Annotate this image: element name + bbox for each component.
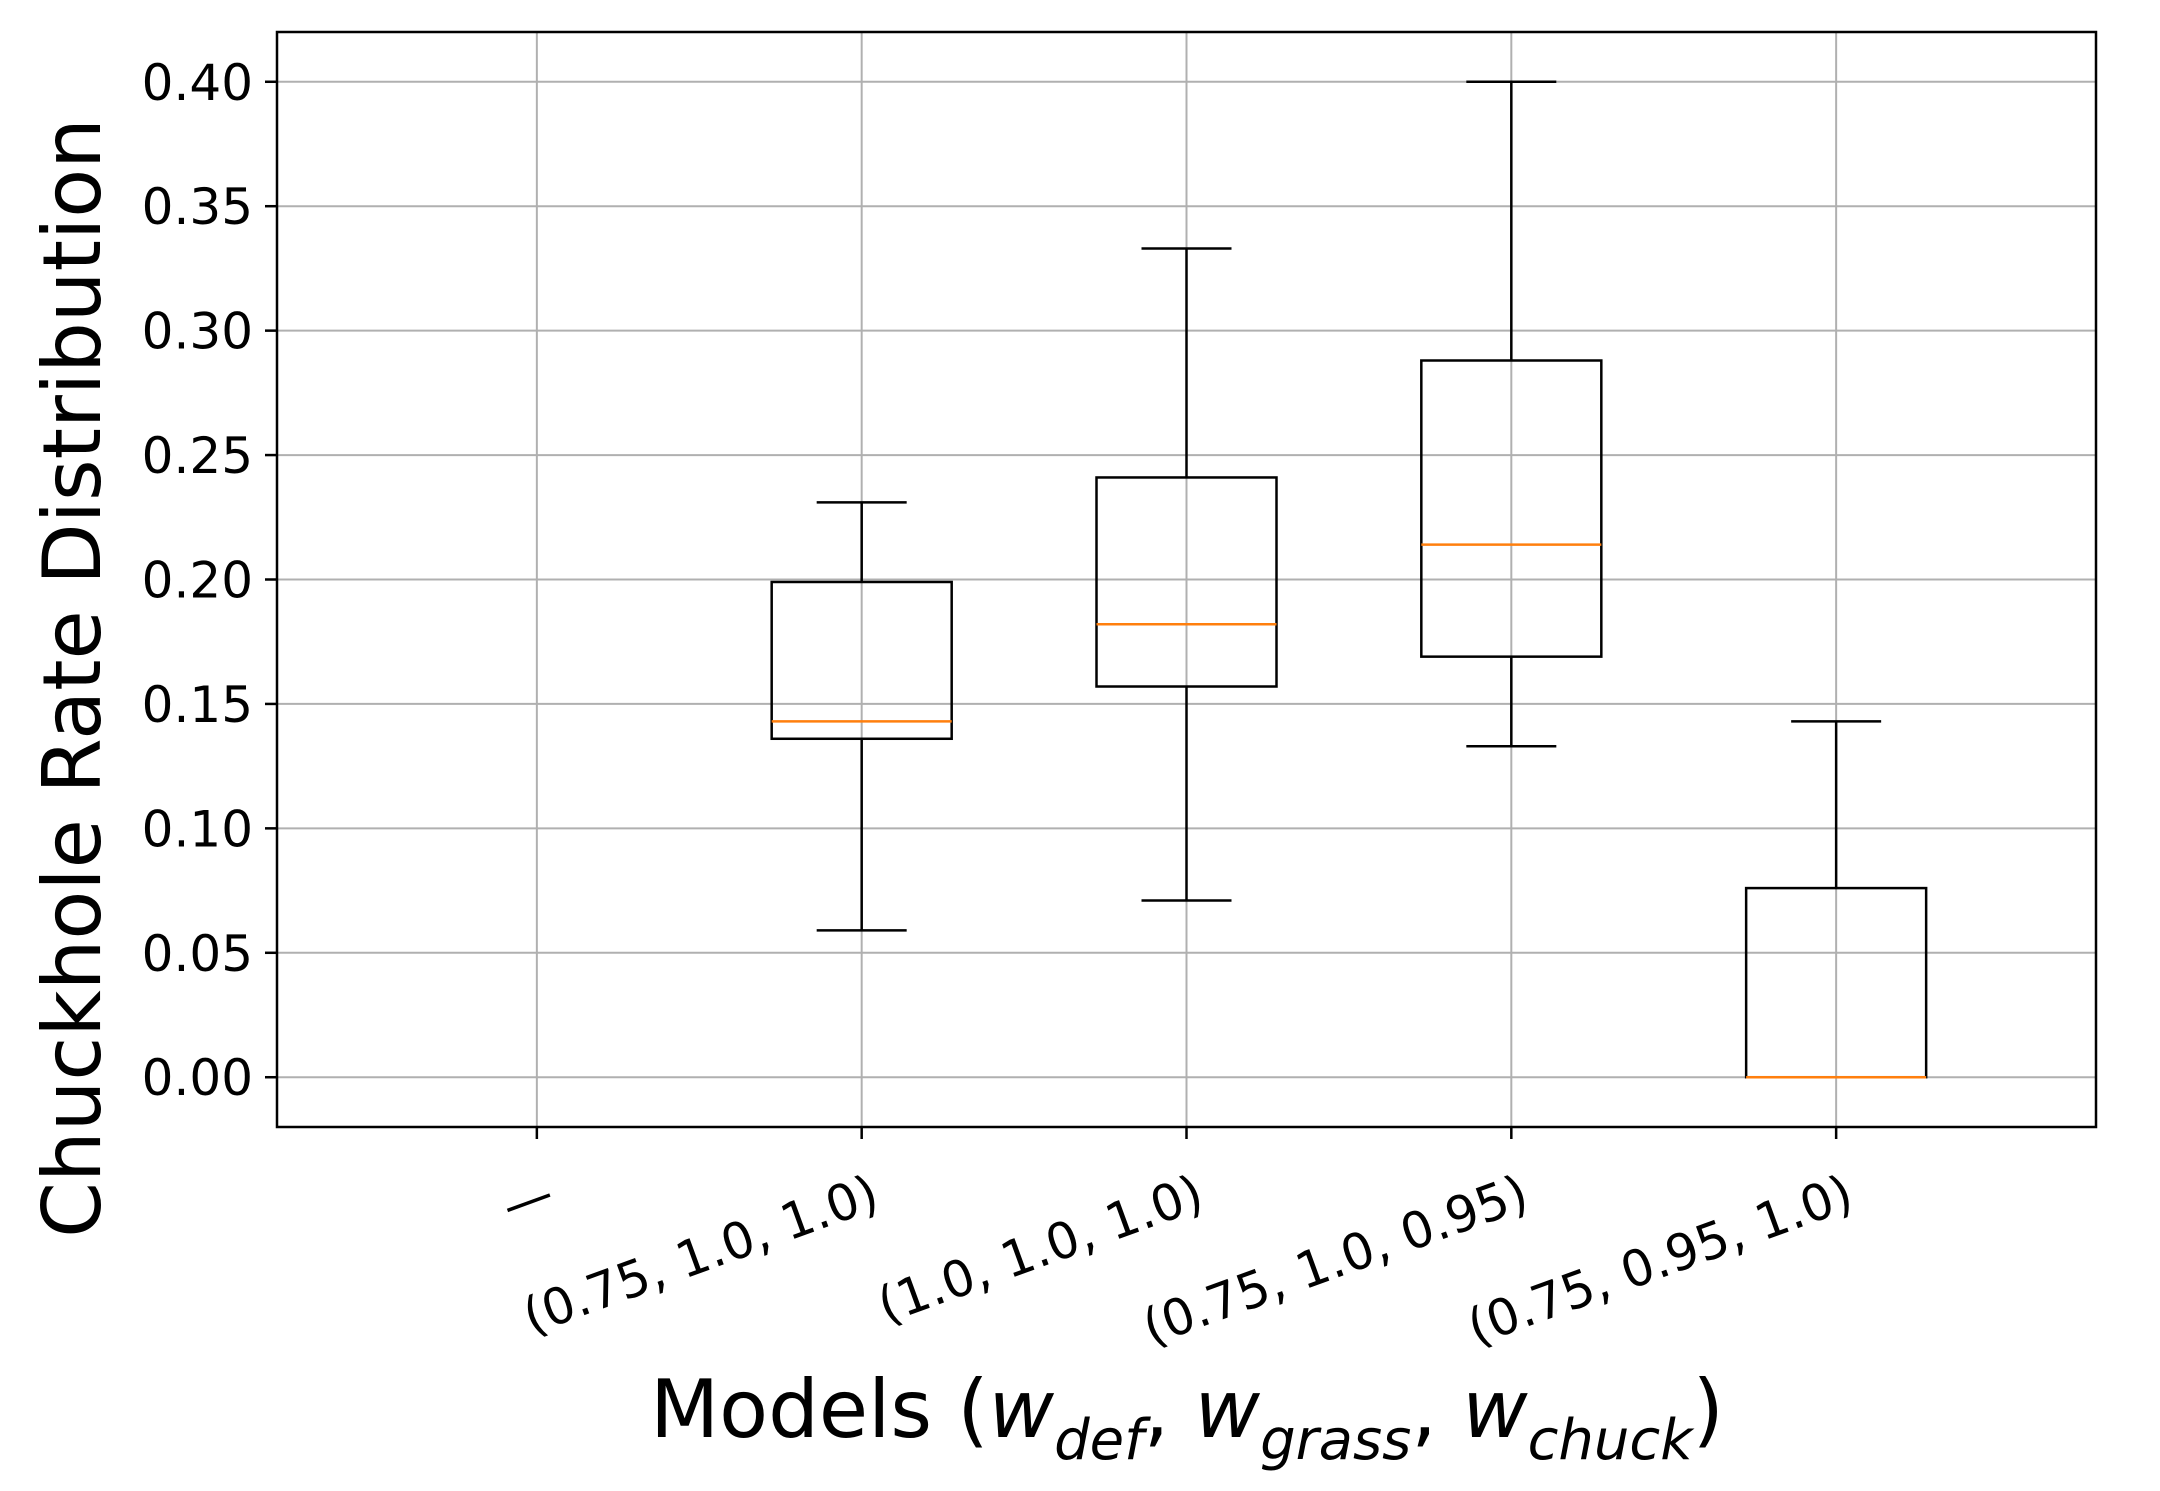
x-title-suffix: ) — [1693, 1363, 1724, 1456]
x-title-term-base: w — [1195, 1363, 1261, 1456]
y-tick-label: 0.20 — [142, 552, 253, 610]
box-1 — [770, 501, 953, 932]
y-tick-label: 0.10 — [142, 800, 253, 858]
x-title-separator: , — [1411, 1363, 1462, 1456]
axis-ticks: 0.00 0.05 0.10 0.15 0.20 0.25 0.30 0.35 0.40 —(0.… — [142, 54, 1861, 1357]
y-axis-title: Chuckhole Rate Distribution — [26, 118, 119, 1238]
box-plot-series — [770, 80, 1928, 1079]
x-title-prefix: Models ( — [650, 1363, 989, 1456]
x-title-term-base: w — [989, 1363, 1055, 1456]
iqr-box — [770, 580, 953, 741]
box-3 — [1420, 80, 1603, 748]
y-tick-label: 0.30 — [142, 303, 253, 361]
x-axis-title: Models (wdef, wgrass, wchuck) — [650, 1363, 1724, 1473]
x-title-term-subscript: chuck — [1528, 1408, 1696, 1473]
grid-lines — [277, 32, 2096, 1127]
y-tick-label: 0.35 — [142, 178, 253, 236]
x-tick-label: — — [494, 1164, 561, 1236]
x-title-term-subscript: def — [1054, 1408, 1151, 1473]
y-tick-label: 0.05 — [142, 925, 253, 983]
y-tick-label: 0.40 — [142, 54, 253, 112]
x-title-term-base: w — [1462, 1363, 1528, 1456]
box-4 — [1744, 720, 1928, 1079]
box-2 — [1095, 247, 1278, 902]
x-title-separator: , — [1144, 1363, 1195, 1456]
x-title-term-subscript: grass — [1260, 1408, 1411, 1473]
y-tick-label: 0.25 — [142, 427, 253, 485]
iqr-box — [1095, 476, 1278, 688]
x-tick-label: (0.75, 1.0, 1.0) — [515, 1164, 885, 1346]
iqr-box — [1420, 359, 1603, 658]
y-tick-label: 0.15 — [142, 676, 253, 734]
y-tick-label: 0.00 — [142, 1049, 253, 1107]
